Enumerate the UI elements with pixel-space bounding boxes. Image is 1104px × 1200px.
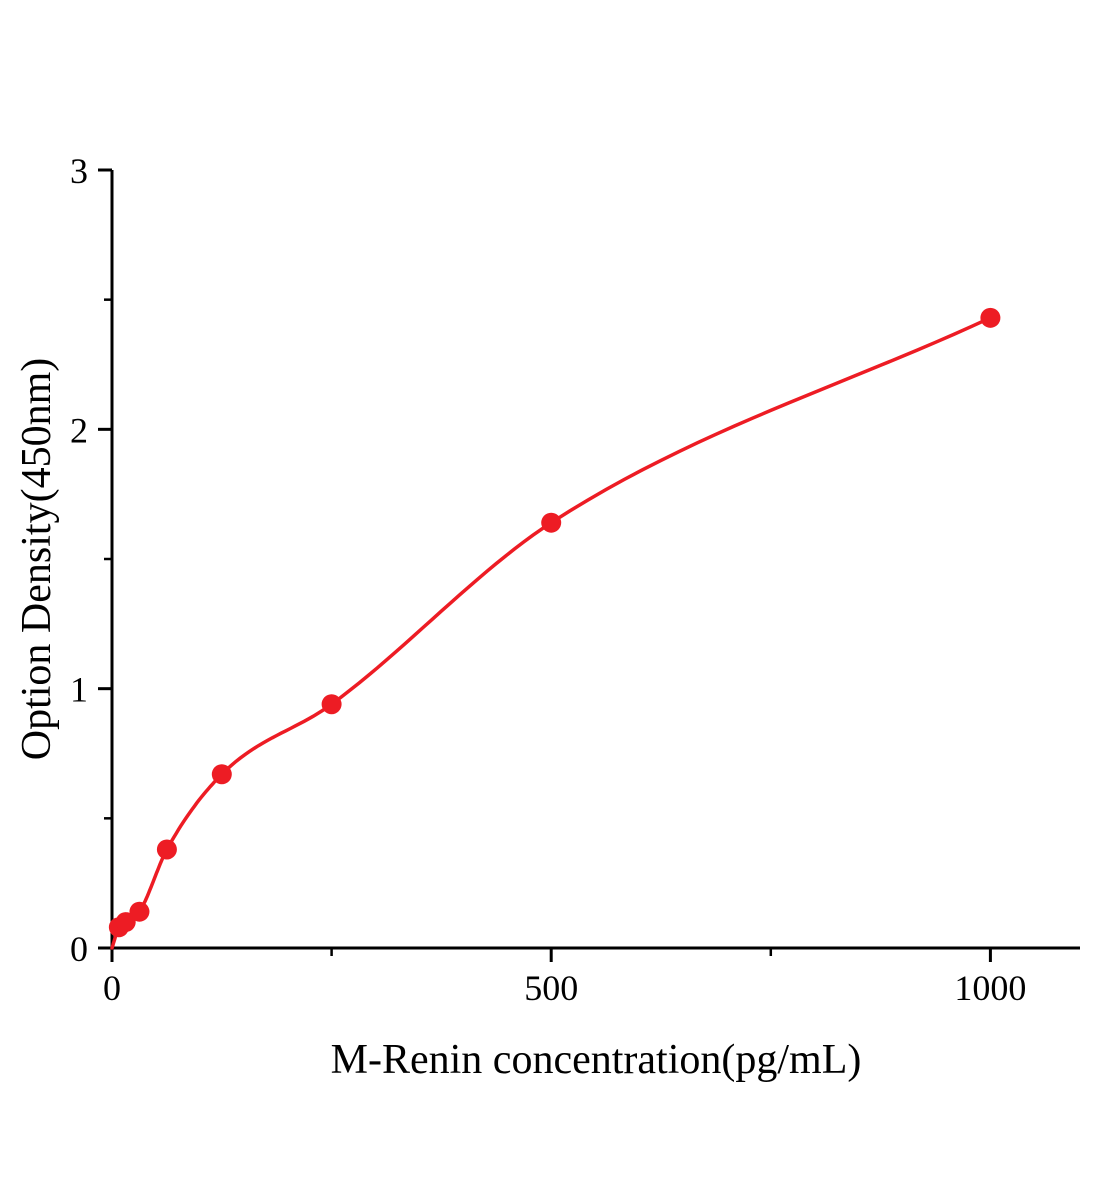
data-point <box>115 912 136 933</box>
data-point <box>129 901 150 922</box>
x-tick-label: 1000 <box>954 968 1026 1008</box>
y-tick-label: 2 <box>70 410 88 450</box>
data-point <box>541 512 562 533</box>
data-point <box>321 694 342 715</box>
y-axis-title: Option Density(450nm) <box>14 357 60 761</box>
data-point <box>156 839 177 860</box>
y-tick-label: 3 <box>70 151 88 191</box>
data-point <box>211 764 232 785</box>
data-point <box>980 307 1001 328</box>
fit-curve <box>110 316 993 950</box>
x-tick-label: 500 <box>524 968 578 1008</box>
y-tick-label: 1 <box>70 670 88 710</box>
x-axis-title: M-Renin concentration(pg/mL) <box>330 1037 862 1083</box>
y-tick-label: 0 <box>70 929 88 969</box>
x-tick-label: 0 <box>103 968 121 1008</box>
